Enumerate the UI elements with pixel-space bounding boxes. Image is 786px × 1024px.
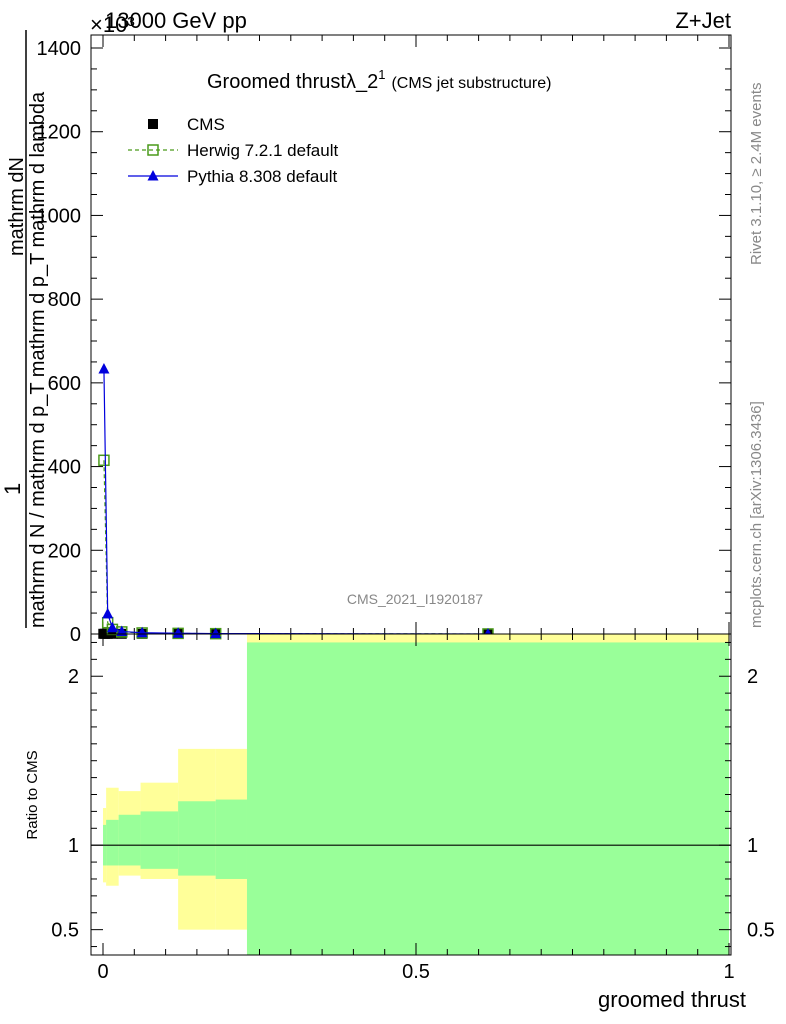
legend-marker — [147, 170, 159, 181]
y-tick-label: 1000 — [37, 205, 82, 227]
ratio-tick-label: 2 — [68, 666, 79, 688]
data-point — [116, 625, 128, 636]
ratio-band-inner — [140, 811, 179, 869]
data-point — [210, 627, 222, 639]
data-point — [106, 621, 118, 633]
ratio-panel: 0.5 0.5 1 1 2 2 0 0.5 1 — [51, 633, 775, 983]
legend-marker — [148, 119, 158, 129]
process-label: Z+Jet — [675, 8, 731, 33]
chart-title-main: Groomed thrustλ_2 — [207, 71, 378, 93]
x-tick-label: 1 — [723, 961, 734, 983]
ratio-tick-label: 0.5 — [51, 920, 79, 942]
data-point — [136, 626, 148, 638]
legend-marker — [147, 144, 159, 156]
y-tick-label: 400 — [48, 457, 81, 479]
ratio-tick-label-right: 2 — [747, 666, 758, 688]
ylabel-one: 1 — [0, 483, 25, 495]
y-tick-label: 800 — [48, 289, 81, 311]
legend-label: Pythia 8.308 default — [187, 167, 338, 186]
ratio-y-axis-label: Ratio to CMS — [24, 750, 41, 839]
y-tick-label: 0 — [70, 624, 81, 646]
ratio-band-inner — [246, 642, 730, 955]
main-panel: 0 200 400 600 800 1000 1200 1400 — [37, 34, 732, 646]
ratio-tick-label: 1 — [68, 835, 79, 857]
multiplier-label: ×10³ — [90, 12, 135, 37]
x-tick-label: 0.5 — [402, 961, 430, 983]
chart-subtitle: (CMS jet substructure) — [391, 75, 551, 92]
legend-label: Herwig 7.2.1 default — [187, 141, 338, 160]
y-tick-label: 600 — [48, 373, 81, 395]
chart-title-sup: 1 — [378, 67, 385, 82]
data-point — [98, 363, 110, 374]
y-tick-label: 200 — [48, 540, 81, 562]
data-point — [172, 627, 184, 638]
ratio-band-inner — [215, 799, 247, 879]
ratio-band-inner — [118, 814, 141, 866]
energy-label: 13000 GeV pp — [105, 8, 247, 33]
series-line — [103, 460, 488, 635]
ratio-band-inner — [106, 819, 119, 866]
mcplots-label: mcplots.cern.ch [arXiv:1306.3436] — [748, 401, 765, 628]
chart-title: Groomed thrustλ_21 (CMS jet substructure) — [207, 67, 551, 93]
y-tick-label: 1400 — [37, 38, 82, 60]
ylabel-denominator: mathrm d N / mathrm d p_T mathrm d p_T m… — [27, 91, 49, 628]
data-point — [98, 454, 110, 467]
x-tick-label: 0 — [97, 961, 108, 983]
analysis-watermark: CMS_2021_I1920187 — [347, 591, 483, 607]
ylabel-numerator: mathrm dN — [6, 157, 28, 256]
rivet-label: Rivet 3.1.10, ≥ 2.4M events — [748, 83, 765, 266]
data-point — [102, 607, 114, 619]
y-tick-label: 1200 — [37, 122, 82, 144]
ratio-band-inner — [178, 801, 216, 876]
main-y-axis-label: mathrm dN 1 mathrm d N / mathrm d p_T ma… — [0, 30, 49, 628]
legend-label: CMS — [187, 115, 225, 134]
legend: CMS Herwig 7.2.1 default Pythia 8.308 defa… — [128, 115, 338, 186]
ratio-tick-label-right: 0.5 — [747, 920, 775, 942]
ratio-tick-label-right: 1 — [747, 835, 758, 857]
x-axis-label: groomed thrust — [598, 987, 746, 1012]
